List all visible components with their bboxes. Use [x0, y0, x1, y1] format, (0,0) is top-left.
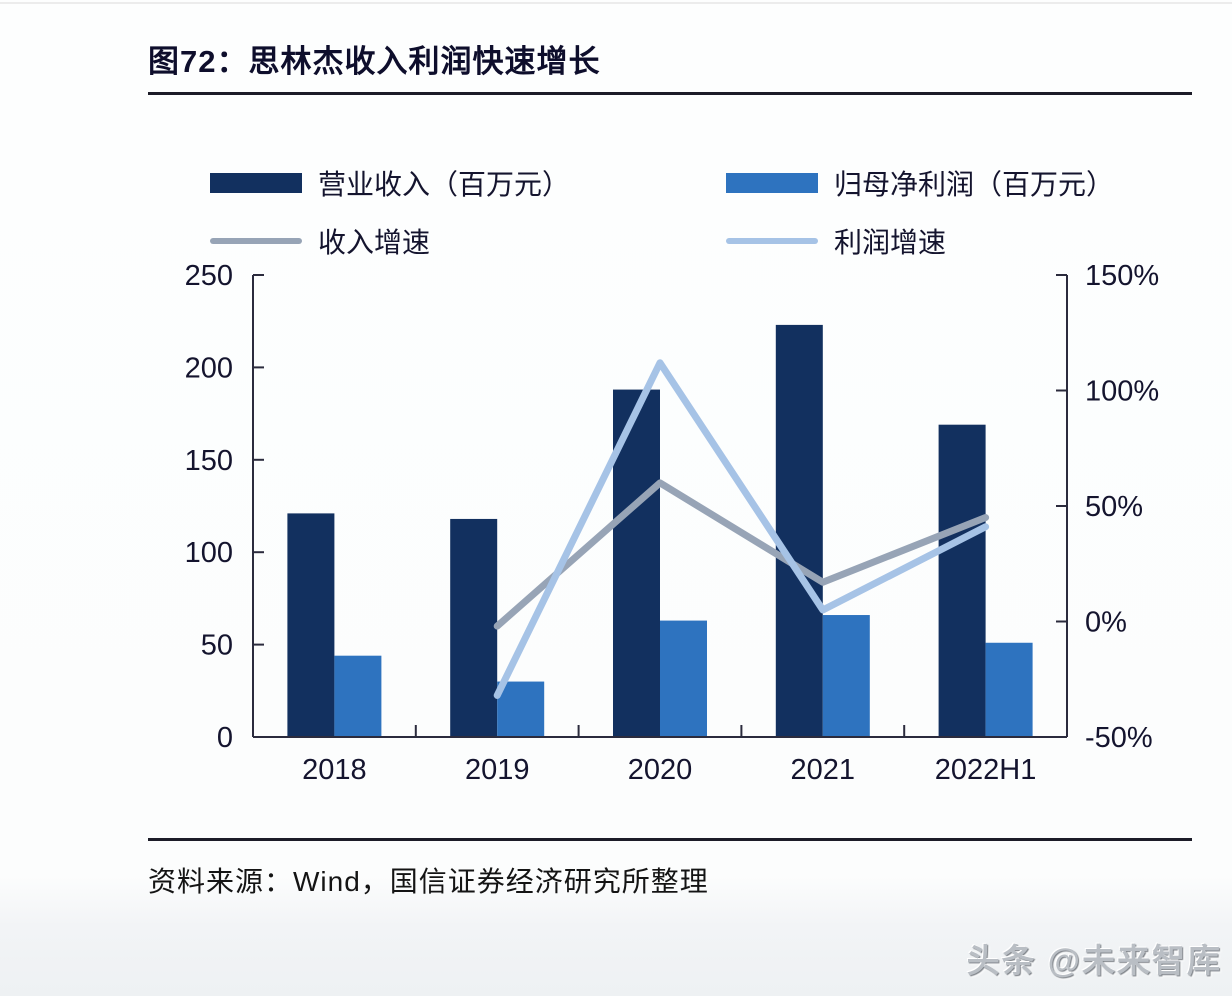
profit-bar-2018: [334, 655, 382, 737]
source-text: 资料来源：Wind，国信证券经济研究所整理: [148, 866, 709, 897]
revenue-bar-2022H1: [938, 424, 986, 737]
revenue-growth-line-swatch: [210, 238, 302, 244]
legend-label-profit: 归母净利润（百万元）: [834, 169, 1115, 200]
revenue-bar-swatch: [210, 173, 302, 193]
figure-title: 图72：思林杰收入利润快速增长: [148, 44, 601, 79]
revenue-growth-line: [493, 479, 990, 630]
profit-bar-2019: [497, 681, 545, 737]
title-rule: [148, 92, 1192, 95]
left-axis-label: 100: [185, 537, 233, 569]
left-axis-label: 50: [201, 630, 233, 662]
x-axis-label-2020: 2020: [628, 754, 693, 786]
right-axis-label: 50%: [1085, 491, 1143, 523]
revenue-bar-2019: [450, 518, 498, 737]
legend-item-revenue-growth: 收入增速: [210, 224, 430, 258]
page-top-divider: [0, 2, 1232, 4]
legend-item-profit: 归母净利润（百万元）: [726, 166, 1114, 200]
right-axis-label: -50%: [1085, 722, 1153, 754]
legend-label-revenue: 营业收入（百万元）: [318, 169, 571, 200]
legend-label-revenue-growth: 收入增速: [318, 227, 431, 258]
right-axis-label: 100%: [1085, 376, 1159, 408]
left-axis-label: 0: [217, 722, 233, 754]
x-axis-label-2022H1: 2022H1: [935, 754, 1037, 786]
profit-growth-line: [493, 359, 990, 699]
x-axis-label-2021: 2021: [791, 754, 856, 786]
legend-label-profit-growth: 利润增速: [834, 227, 947, 258]
profit-bar-2022H1: [985, 642, 1033, 737]
x-axis-label-2019: 2019: [465, 754, 530, 786]
legend-item-revenue: 营业收入（百万元）: [210, 166, 570, 200]
profit-bar-2021: [822, 615, 870, 737]
watermark-text: 头条 @未来智库: [966, 942, 1222, 979]
right-axis-label: 0%: [1085, 607, 1127, 639]
profit-bar-swatch: [726, 173, 818, 193]
source-rule: [148, 838, 1192, 841]
left-axis-label: 200: [185, 352, 233, 384]
right-axis-label: 150%: [1085, 260, 1159, 292]
legend-item-profit-growth: 利润增速: [726, 224, 946, 258]
left-axis-label: 250: [185, 260, 233, 292]
profit-bar-2020: [660, 620, 707, 737]
left-axis-label: 150: [185, 445, 233, 477]
x-axis-label-2018: 2018: [302, 754, 367, 786]
revenue-bar-2018: [287, 513, 335, 737]
profit-growth-line-swatch: [726, 238, 818, 244]
revenue-bar-2021: [775, 324, 823, 737]
